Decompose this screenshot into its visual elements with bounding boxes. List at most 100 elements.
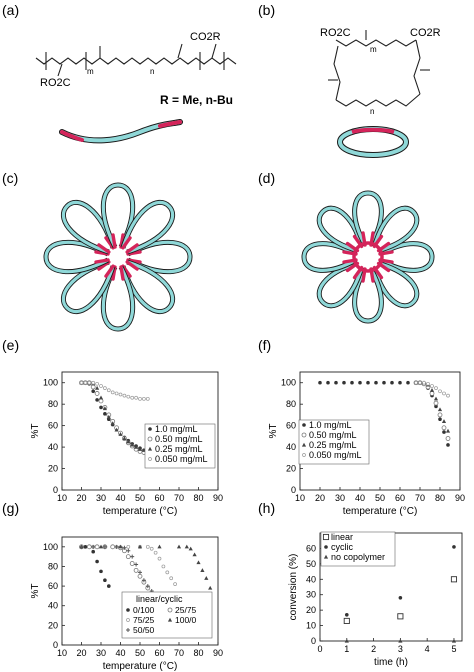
data-point <box>114 391 119 396</box>
petal-loop <box>60 199 116 255</box>
structure-a-sub-m: m <box>87 67 94 76</box>
data-point <box>134 395 138 400</box>
data-point <box>176 544 182 549</box>
x-tick-label: 90 <box>213 648 223 658</box>
legend-marker <box>147 446 153 451</box>
data-point <box>149 546 154 551</box>
data-point <box>157 544 162 549</box>
y-tick-label: 60 <box>286 421 296 431</box>
legend-entry: no copolymer <box>331 552 385 562</box>
legend-box <box>121 591 213 639</box>
x-axis-label: temperature (°C) <box>103 506 178 517</box>
data-point <box>450 576 458 583</box>
legend-entry: 0.25 mg/mL <box>155 444 203 454</box>
data-point <box>437 412 443 418</box>
x-tick-label: 50 <box>375 493 385 503</box>
data-point <box>418 380 422 385</box>
legend-marker <box>167 607 173 613</box>
data-point <box>110 390 115 395</box>
legend-entry: 25/75 <box>175 605 197 615</box>
data-point <box>434 386 438 390</box>
x-tick-label: 50 <box>135 648 145 658</box>
x-tick-label: 50 <box>135 493 145 503</box>
data-point <box>103 386 107 390</box>
data-point <box>334 380 338 385</box>
x-tick-label: 60 <box>154 648 164 658</box>
data-point <box>446 443 450 447</box>
x-axis-label: time (h) <box>374 657 408 668</box>
legend-marker <box>323 554 329 559</box>
x-tick-label: 60 <box>395 493 405 503</box>
legend-box <box>144 423 216 469</box>
data-point <box>126 544 131 549</box>
data-point <box>196 560 201 565</box>
data-point <box>442 391 446 396</box>
legend-marker <box>126 628 130 632</box>
y-tick-label: 40 <box>48 601 58 611</box>
structure-a-right-group: CO2R <box>190 31 221 43</box>
data-point <box>200 568 205 572</box>
data-point <box>122 393 127 398</box>
data-point <box>173 582 177 586</box>
legend-entry: 1.0 mg/mL <box>309 420 352 430</box>
data-point <box>434 404 438 409</box>
legend: 1.0 mg/mL0.50 mg/mL0.25 mg/mL0.050 mg/mL <box>144 423 216 469</box>
x-tick-label: 0 <box>317 644 322 654</box>
y-tick-label: 40 <box>286 442 296 452</box>
data-point <box>437 407 443 412</box>
y-tick-label: 20 <box>306 605 316 615</box>
y-tick-label: 0 <box>311 636 316 646</box>
data-point <box>130 442 135 447</box>
data-point <box>98 544 104 549</box>
data-point <box>126 394 131 399</box>
structure-a-sub-n: n <box>150 67 154 76</box>
chart-f: 10 20 30 40 50 60 70 80 90 0 20 40 60 80 100 temperatur… <box>268 371 465 517</box>
legend-marker <box>126 618 130 622</box>
data-point <box>125 554 131 560</box>
data-point <box>442 430 446 434</box>
legend-box <box>298 419 370 465</box>
y-tick-label: 0 <box>53 640 58 650</box>
legend-entry: 75/25 <box>133 615 155 625</box>
legend-entry: 0.050 mg/mL <box>309 450 362 460</box>
data-point <box>397 613 404 620</box>
legend-entry: 0.050 mg/mL <box>155 454 208 464</box>
data-point <box>118 544 123 549</box>
legend-title: linear/cyclic <box>136 594 183 604</box>
legend-marker <box>302 453 306 457</box>
data-point <box>398 638 403 643</box>
structure-b-left-group: RO2C <box>320 27 351 39</box>
x-tick-label: 30 <box>96 493 106 503</box>
data-point <box>344 612 349 617</box>
data-point <box>350 380 354 385</box>
y-tick-label: 10 <box>306 621 316 631</box>
data-point <box>192 552 197 557</box>
data-point <box>83 545 88 549</box>
data-point <box>441 419 447 423</box>
data-point <box>165 570 170 575</box>
chart-g: 10 20 30 40 50 60 70 80 90 0 20 40 60 80 100 temperatur… <box>30 536 223 672</box>
data-point <box>91 389 95 394</box>
legend-marker <box>147 436 153 442</box>
data-point <box>98 398 104 404</box>
legend-marker <box>148 457 152 461</box>
cyclic-polymer-cartoon <box>337 126 409 158</box>
legend-marker <box>167 617 173 622</box>
data-point <box>122 436 127 441</box>
y-tick-label: 80 <box>48 561 58 571</box>
data-point <box>204 576 209 580</box>
data-point <box>91 380 96 385</box>
data-point <box>188 546 193 551</box>
flower-micelle-linear <box>43 182 193 332</box>
y-tick-label: 80 <box>48 399 58 409</box>
y-axis-label: %T <box>268 424 279 439</box>
panel-label-c: (c) <box>2 170 18 186</box>
panel-label-e: (e) <box>2 337 19 353</box>
data-point <box>103 412 107 416</box>
data-point <box>138 570 142 575</box>
data-point <box>130 395 135 400</box>
data-point <box>208 585 213 590</box>
legend-entry: 1.0 mg/mL <box>155 424 198 434</box>
legend-entry: 0.50 mg/mL <box>309 430 357 440</box>
